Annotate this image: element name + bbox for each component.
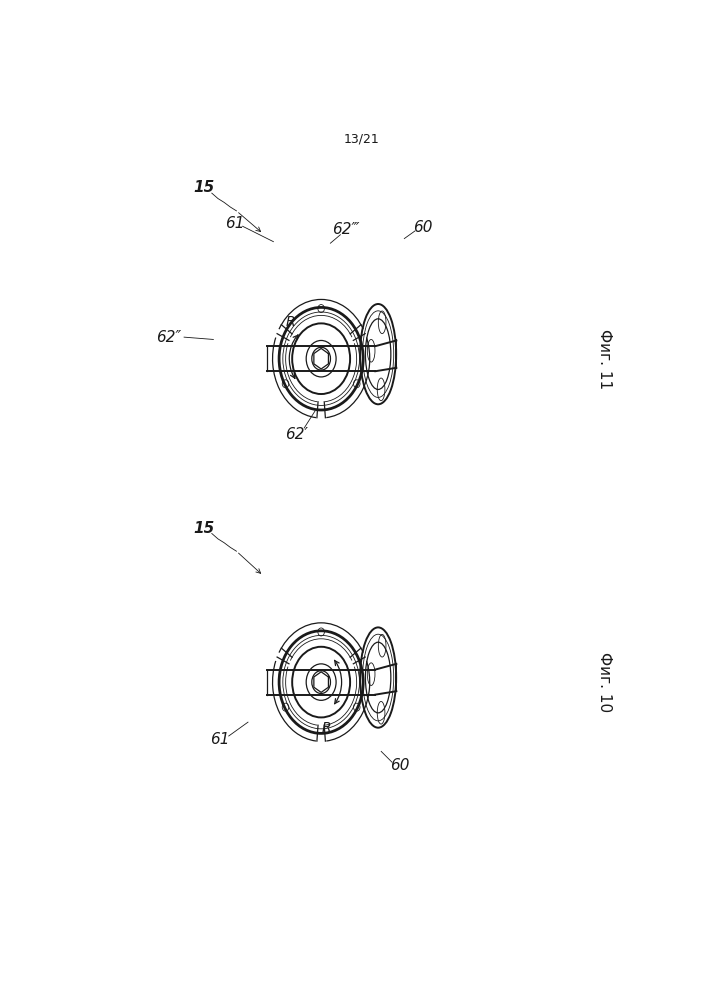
- Text: 60: 60: [413, 220, 433, 235]
- Text: R: R: [286, 315, 296, 329]
- Text: 62′: 62′: [285, 427, 308, 442]
- Text: 62″: 62″: [156, 330, 181, 345]
- Text: R: R: [322, 721, 332, 735]
- Text: 62‴: 62‴: [332, 222, 359, 237]
- Text: 61: 61: [225, 216, 245, 231]
- Text: Фиг. 11: Фиг. 11: [597, 329, 612, 389]
- Text: Фиг. 10: Фиг. 10: [597, 652, 612, 712]
- Text: 15: 15: [194, 180, 215, 195]
- Text: 60: 60: [390, 758, 409, 773]
- Text: 61: 61: [210, 732, 229, 747]
- Text: 15: 15: [194, 521, 215, 536]
- Text: 13/21: 13/21: [344, 132, 380, 145]
